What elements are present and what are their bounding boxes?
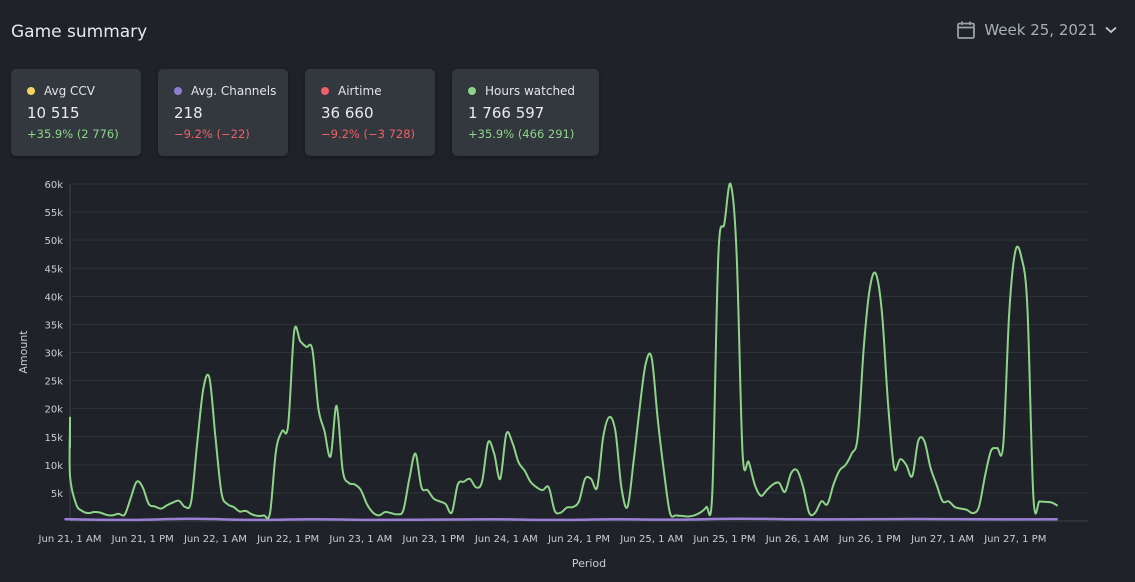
y-tick-label: 60k	[44, 180, 63, 191]
x-tick-label: Jun 27, 1 AM	[910, 534, 974, 545]
y-tick-label: 15k	[44, 433, 63, 444]
metric-card-avg-channels[interactable]: Avg. Channels 218 −9.2% (−22)	[158, 69, 288, 156]
x-tick-label: Jun 22, 1 PM	[256, 534, 319, 545]
y-tick-label: 40k	[44, 292, 63, 303]
metric-card-avg-ccv[interactable]: Avg CCV 10 515 +35.9% (2 776)	[11, 69, 141, 156]
legend-dot	[27, 87, 35, 95]
calendar-icon	[956, 20, 976, 40]
week-label: Week 25, 2021	[984, 21, 1097, 39]
y-tick-label: 50k	[44, 236, 63, 247]
metric-label: Airtime	[338, 84, 382, 98]
series-line-hours-watched	[68, 182, 1059, 520]
y-axis-title: Amount	[17, 330, 30, 374]
metric-value: 10 515	[27, 104, 80, 122]
y-tick-label: 35k	[44, 320, 63, 331]
y-tick-label: 30k	[44, 349, 63, 360]
metric-change: +35.9% (466 291)	[468, 127, 575, 141]
y-tick-label: 55k	[44, 208, 63, 219]
metric-cards: Avg CCV 10 515 +35.9% (2 776) Avg. Chann…	[11, 69, 599, 156]
x-tick-label: Jun 27, 1 PM	[983, 534, 1046, 545]
metric-change: −9.2% (−3 728)	[321, 127, 416, 141]
x-axis-title: Period	[572, 557, 606, 570]
legend-dot	[321, 87, 329, 95]
x-tick-label: Jun 21, 1 AM	[38, 534, 102, 545]
x-tick-label: Jun 24, 1 PM	[547, 534, 610, 545]
metric-change: −9.2% (−22)	[174, 127, 250, 141]
x-tick-label: Jun 23, 1 PM	[402, 534, 465, 545]
y-tick-label: 5k	[51, 489, 63, 500]
chevron-down-icon	[1105, 26, 1117, 34]
metric-label: Avg. Channels	[191, 84, 277, 98]
x-tick-label: Jun 21, 1 PM	[111, 534, 174, 545]
metric-value: 36 660	[321, 104, 374, 122]
x-tick-label: Jun 24, 1 AM	[474, 534, 538, 545]
page-title: Game summary	[11, 22, 148, 42]
x-tick-label: Jun 25, 1 PM	[692, 534, 755, 545]
metric-card-hours-watched[interactable]: Hours watched 1 766 597 +35.9% (466 291)	[452, 69, 599, 156]
metric-change: +35.9% (2 776)	[27, 127, 119, 141]
x-tick-label: Jun 22, 1 AM	[183, 534, 247, 545]
x-tick-label: Jun 25, 1 AM	[619, 534, 683, 545]
x-tick-label: Jun 26, 1 PM	[838, 534, 901, 545]
legend-dot	[174, 87, 182, 95]
metric-value: 1 766 597	[468, 104, 545, 122]
series-line-channels	[64, 517, 1058, 522]
x-tick-label: Jun 23, 1 AM	[328, 534, 392, 545]
metric-label: Hours watched	[485, 84, 576, 98]
metric-value: 218	[174, 104, 203, 122]
y-tick-label: 25k	[44, 377, 63, 388]
y-tick-label: 10k	[44, 461, 63, 472]
metric-card-airtime[interactable]: Airtime 36 660 −9.2% (−3 728)	[305, 69, 435, 156]
y-tick-label: 20k	[44, 405, 63, 416]
y-tick-label: 45k	[44, 264, 63, 275]
legend-dot	[468, 87, 476, 95]
x-tick-label: Jun 26, 1 AM	[765, 534, 829, 545]
metric-label: Avg CCV	[44, 84, 96, 98]
week-picker[interactable]: Week 25, 2021	[956, 20, 1117, 40]
